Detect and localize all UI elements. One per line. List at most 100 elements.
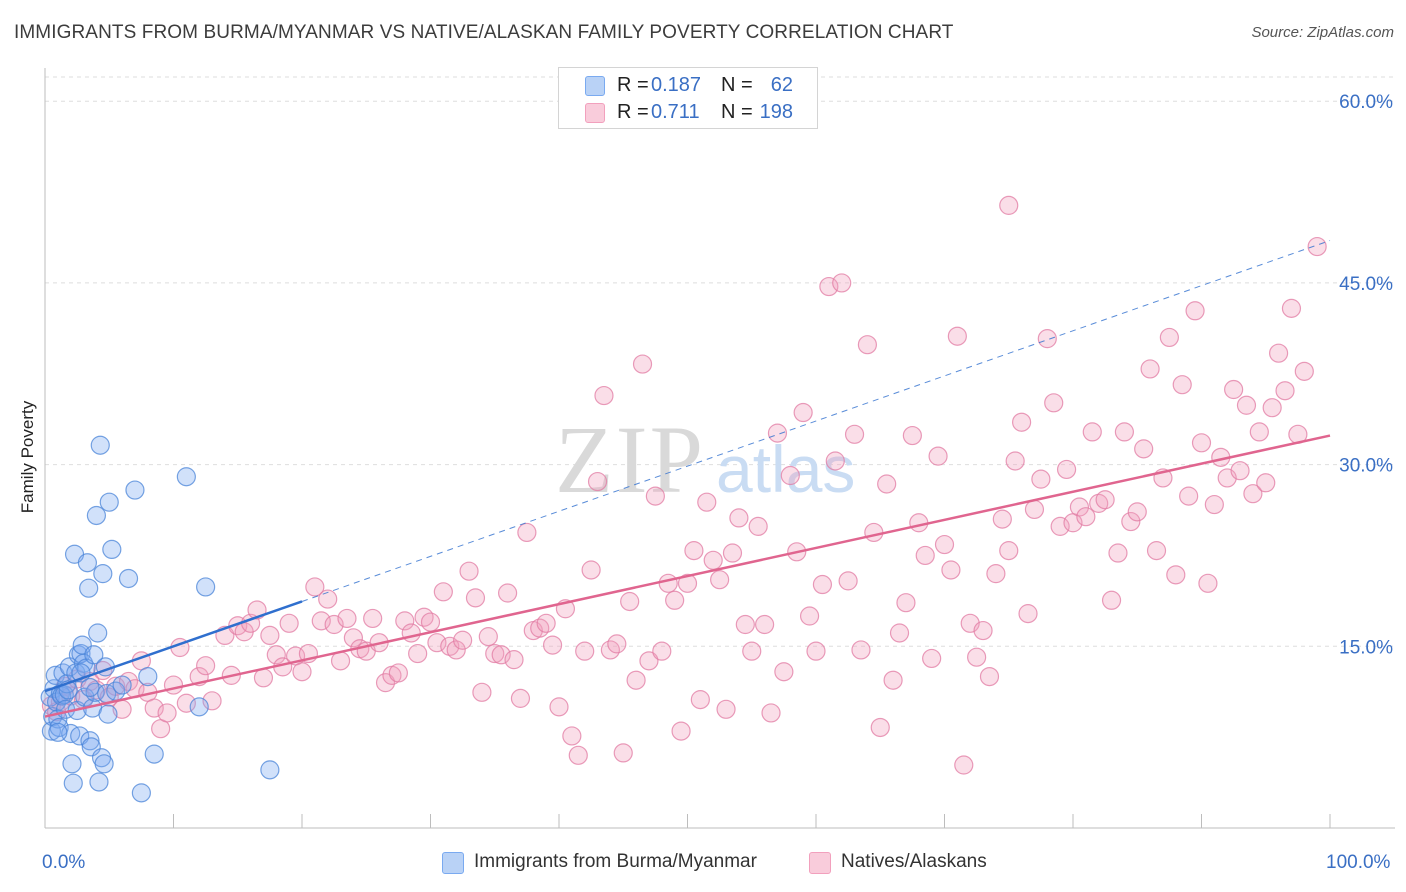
point-natives	[337, 608, 357, 629]
point-natives	[999, 195, 1019, 215]
point-natives	[1204, 494, 1224, 515]
axes	[44, 68, 1395, 829]
point-natives	[632, 354, 653, 374]
point-natives	[735, 614, 755, 635]
point-immigrants	[93, 564, 113, 584]
point-immigrants	[89, 772, 109, 792]
point-natives	[870, 717, 890, 738]
x-tick-label-min: 0.0%	[42, 852, 86, 873]
point-natives	[909, 513, 929, 533]
point-natives	[485, 643, 505, 664]
point-natives	[465, 588, 486, 608]
point-natives	[716, 699, 736, 719]
point-natives	[928, 446, 948, 466]
trend-lines	[44, 240, 1331, 718]
y-tick-label: 60.0%	[1339, 92, 1393, 113]
point-immigrants	[80, 731, 100, 751]
point-natives	[118, 671, 139, 692]
point-natives	[478, 627, 498, 647]
point-natives	[1179, 486, 1199, 506]
point-natives	[883, 670, 903, 690]
point-natives	[408, 643, 428, 664]
point-natives	[1294, 361, 1314, 381]
point-natives	[896, 593, 916, 613]
point-immigrants	[77, 553, 98, 573]
point-natives	[857, 335, 878, 355]
point-natives	[1249, 422, 1269, 442]
point-natives	[1101, 590, 1122, 610]
point-natives	[999, 541, 1019, 561]
point-natives	[1089, 493, 1109, 513]
point-natives	[992, 509, 1012, 529]
point-natives	[504, 650, 524, 670]
point-immigrants	[138, 666, 158, 687]
point-natives	[433, 582, 453, 602]
point-natives	[973, 620, 993, 641]
point-natives	[742, 641, 762, 661]
point-natives	[626, 670, 646, 690]
point-immigrants	[176, 467, 196, 487]
point-natives	[343, 628, 363, 648]
point-natives	[806, 641, 826, 661]
point-natives	[1134, 439, 1154, 459]
point-natives	[196, 656, 216, 676]
bottom-legend-label: Immigrants from Burma/Myanmar	[474, 851, 757, 872]
point-immigrants	[99, 492, 119, 512]
point-natives	[812, 574, 833, 595]
point-natives	[163, 675, 184, 695]
point-natives	[1185, 301, 1205, 321]
bottom-legend-swatch-pink	[809, 852, 831, 874]
point-natives	[690, 690, 710, 710]
point-immigrants	[90, 435, 110, 455]
point-natives	[922, 648, 942, 669]
bottom-legend-swatch-blue	[442, 852, 464, 874]
point-natives	[729, 508, 749, 528]
point-natives	[1069, 497, 1090, 517]
point-natives	[420, 612, 441, 632]
point-immigrants	[63, 773, 83, 793]
point-natives	[1031, 469, 1051, 489]
point-natives	[311, 611, 331, 631]
point-natives	[491, 645, 511, 665]
point-natives	[620, 591, 640, 612]
y-axis-label: Family Poverty	[18, 400, 37, 514]
point-immigrants	[260, 760, 280, 780]
point-natives	[877, 474, 897, 494]
point-natives	[157, 703, 177, 723]
point-natives	[1172, 375, 1192, 395]
point-natives	[934, 534, 955, 555]
point-natives	[1076, 507, 1096, 527]
point-natives	[1127, 502, 1147, 522]
point-natives	[1243, 484, 1263, 504]
point-natives	[401, 623, 421, 643]
point-natives	[639, 651, 659, 671]
point-natives	[1114, 422, 1135, 442]
point-immigrants	[86, 505, 107, 526]
point-natives	[549, 697, 569, 717]
point-natives	[652, 641, 672, 661]
point-natives	[1024, 499, 1045, 520]
point-immigrants	[131, 783, 151, 803]
legend-r-value: 0.711	[651, 101, 700, 123]
correlation-legend: R = 0.187 N = 62 R = 0.711 N = 198	[558, 67, 818, 129]
point-immigrants	[79, 578, 99, 598]
point-natives	[292, 662, 312, 682]
point-natives	[562, 726, 582, 746]
point-natives	[1307, 236, 1327, 257]
point-natives	[510, 688, 531, 708]
point-natives	[388, 663, 408, 683]
legend-n-value: 62	[770, 74, 793, 96]
point-natives	[844, 424, 865, 444]
point-immigrants	[88, 623, 108, 643]
x-tick-label-max: 100.0%	[1326, 852, 1391, 873]
point-natives	[446, 640, 466, 660]
point-natives	[581, 560, 601, 580]
legend-swatch-blue	[585, 76, 605, 96]
point-natives	[767, 423, 788, 443]
point-natives	[754, 614, 775, 635]
point-natives	[1050, 516, 1070, 536]
legend-r-label: R =	[617, 101, 649, 123]
point-immigrants	[80, 677, 100, 698]
point-immigrants	[48, 722, 68, 742]
point-natives	[1262, 398, 1282, 418]
